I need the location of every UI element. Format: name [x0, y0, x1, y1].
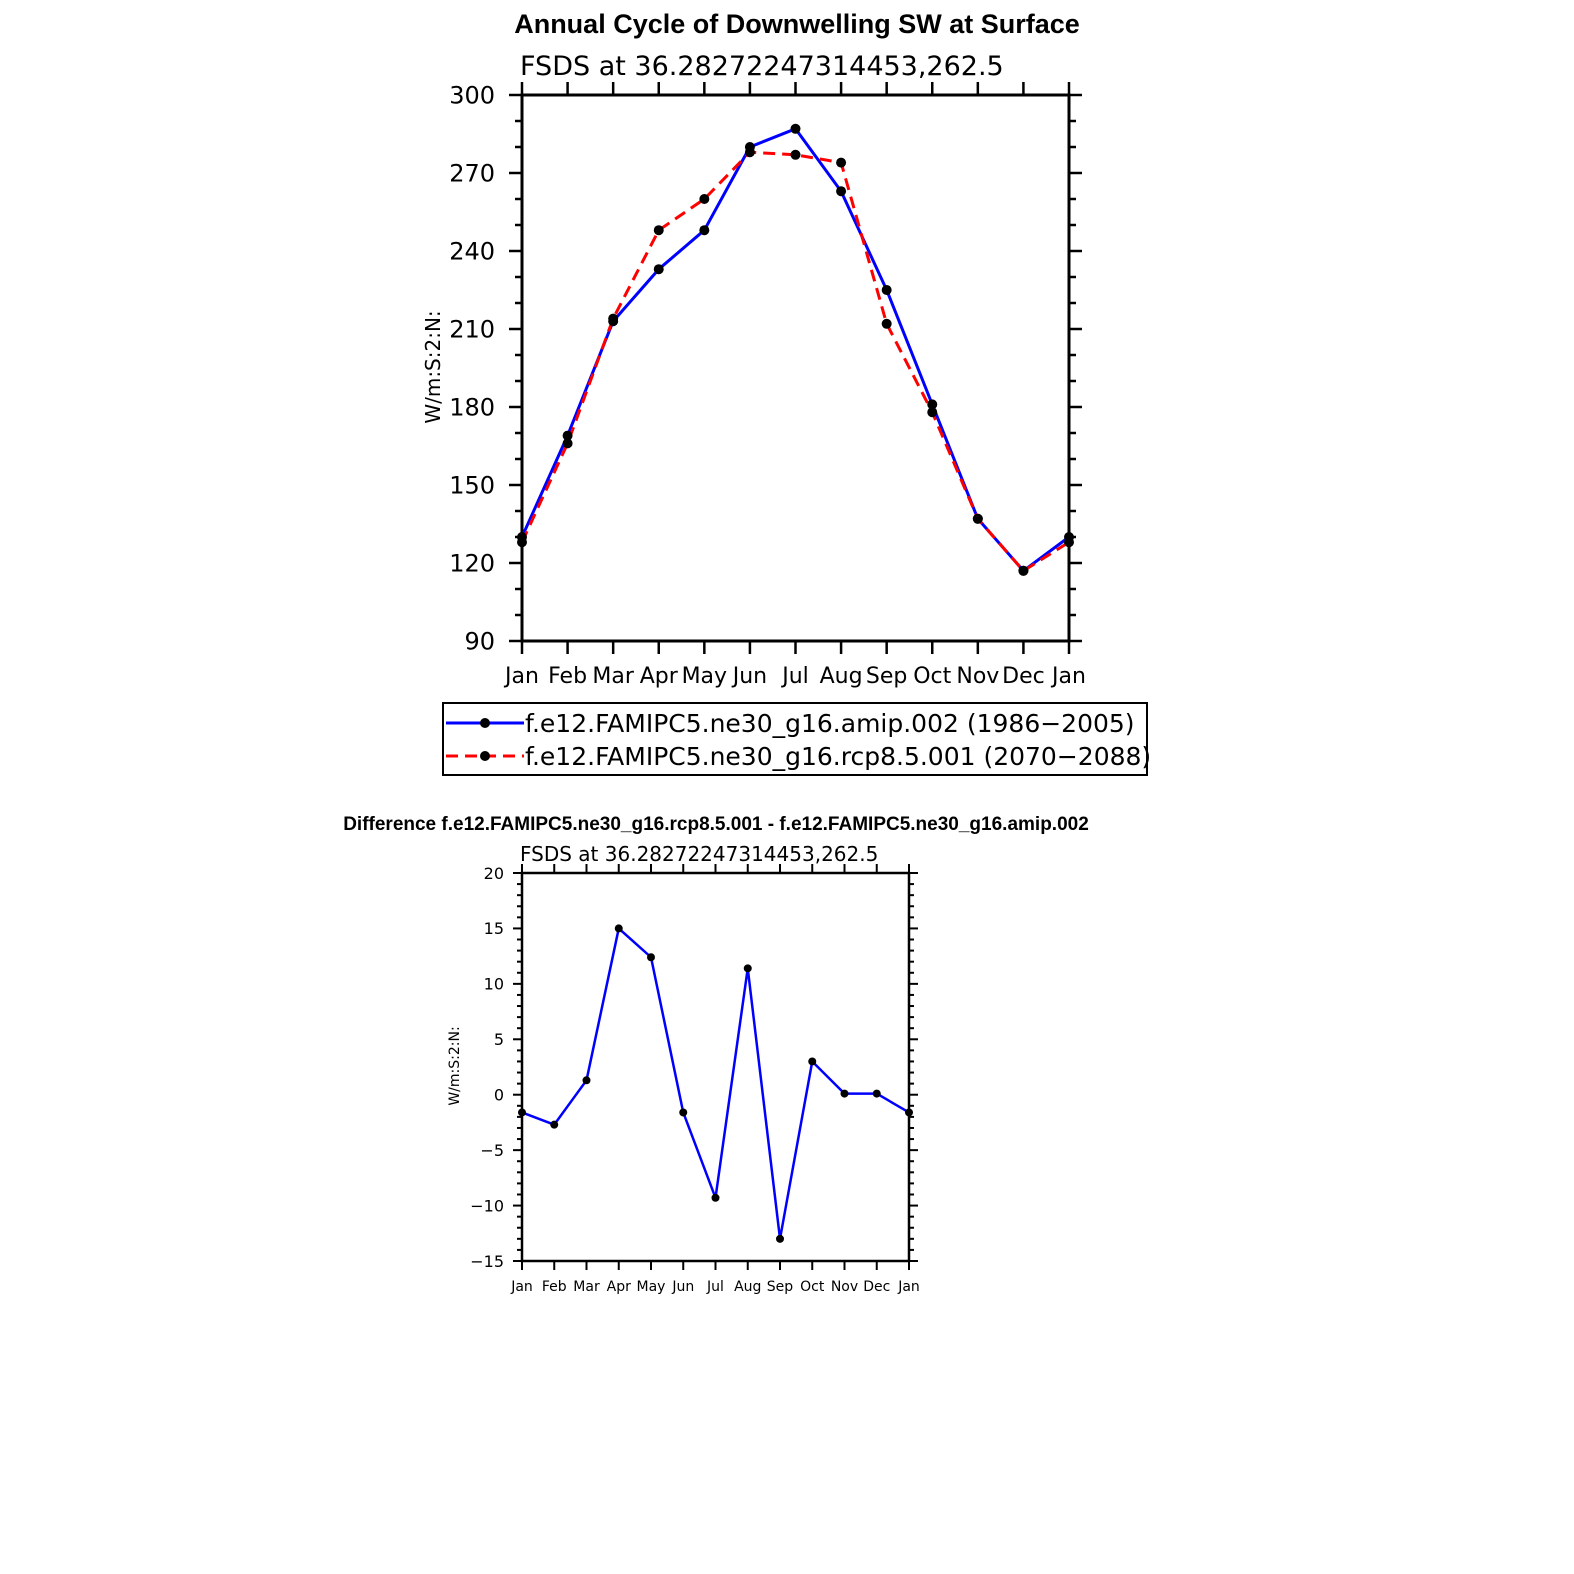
legend-label-series-2: f.e12.FAMIPC5.ne30_g16.rcp8.5.001 (2070−… — [525, 742, 1151, 771]
series-line-2 — [520, 150, 1070, 573]
data-point-series-1 — [836, 186, 847, 197]
y-tick-label: 5 — [494, 1030, 504, 1049]
data-point-series-1 — [518, 1108, 526, 1117]
y-tick-label: 300 — [449, 82, 495, 110]
y-tick-label: 150 — [449, 472, 495, 500]
data-point-series-1 — [881, 285, 892, 295]
legend-box — [442, 702, 1148, 776]
y-tick-label: 20 — [484, 864, 504, 883]
chart-title: Annual Cycle of Downwelling SW at Surfac… — [514, 9, 1080, 39]
data-point-series-2 — [881, 318, 892, 329]
data-point-series-1 — [808, 1057, 817, 1066]
x-tick-label: Jul — [706, 1279, 724, 1295]
difference-plot: Jan Feb Mar Apr May Jun Jul Aug Sep Oct Nov Dec Jan−… — [470, 864, 920, 1295]
y-tick-label: −5 — [480, 1141, 504, 1160]
series-line-1 — [520, 127, 1070, 573]
plot-frame — [520, 93, 1071, 643]
x-tick-label: Jan — [1050, 664, 1086, 689]
x-tick-label: Feb — [542, 1279, 567, 1295]
x-tick-label: Mar — [573, 1279, 600, 1295]
x-tick-label: May — [682, 664, 727, 689]
x-tick-label: Apr — [640, 664, 679, 689]
chart-subtitle: FSDS at 36.28272247314453,262.5 — [520, 51, 1004, 82]
data-point-series-2 — [562, 438, 573, 449]
y-tick-label: 90 — [464, 628, 495, 656]
difference-chart-title: Difference f.e12.FAMIPC5.ne30_g16.rcp8.5… — [343, 814, 1089, 835]
y-tick-label: 120 — [449, 550, 495, 578]
data-point-series-2 — [699, 194, 710, 204]
x-tick-label: Jun — [671, 1279, 694, 1295]
y-tick-label: 0 — [494, 1085, 504, 1104]
x-tick-label: May — [637, 1279, 666, 1295]
x-tick-label: Dec — [1002, 664, 1045, 689]
data-point-series-2 — [790, 149, 801, 160]
y-tick-label: 240 — [449, 238, 495, 266]
difference-chart-subtitle: FSDS at 36.28272247314453,262.5 — [520, 842, 878, 866]
y-tick-label: −10 — [470, 1196, 504, 1215]
y-tick-label: 10 — [484, 975, 504, 994]
data-point-series-1 — [550, 1120, 559, 1129]
data-point-series-1 — [582, 1076, 591, 1085]
x-tick-label: Jun — [731, 664, 767, 689]
data-point-series-2 — [972, 513, 983, 524]
legend-marker-series-2 — [480, 751, 490, 761]
data-point-series-2 — [744, 147, 755, 158]
data-point-series-1 — [653, 264, 664, 275]
legend-label-series-1: f.e12.FAMIPC5.ne30_g16.amip.002 (1986−20… — [525, 709, 1135, 738]
x-tick-label: Sep — [866, 664, 907, 689]
data-point-series-1 — [711, 1193, 720, 1202]
difference-y-axis-label: W/m:S:2:N: — [447, 1026, 463, 1105]
data-point-series-1 — [743, 964, 752, 973]
x-tick-label: Oct — [913, 664, 951, 689]
data-point-series-2 — [517, 537, 527, 548]
x-tick-label: Apr — [607, 1279, 631, 1295]
data-point-series-1 — [905, 1108, 913, 1117]
annual-cycle-plot: Jan Feb Mar Apr May Jun Jul Aug Sep Oct Nov Dec Jan9… — [449, 82, 1086, 689]
data-point-series-1 — [927, 399, 938, 410]
x-tick-label: Aug — [734, 1279, 761, 1295]
data-point-series-1 — [790, 123, 801, 134]
y-tick-label: 210 — [449, 316, 495, 344]
x-tick-label: Nov — [831, 1279, 858, 1295]
x-tick-label: Jan — [510, 1279, 533, 1295]
y-tick-label: −15 — [470, 1252, 504, 1271]
data-point-series-1 — [776, 1234, 784, 1243]
data-point-series-2 — [927, 407, 938, 418]
data-point-series-1 — [562, 430, 573, 441]
x-tick-label: Jul — [780, 664, 809, 689]
x-tick-label: Jan — [897, 1279, 920, 1295]
x-tick-label: Dec — [863, 1279, 890, 1295]
data-point-series-1 — [614, 924, 623, 933]
plot-frame — [520, 871, 911, 1263]
x-tick-label: Nov — [956, 664, 999, 689]
x-tick-label: Sep — [767, 1279, 794, 1295]
data-point-series-1 — [647, 953, 655, 962]
data-point-series-2 — [653, 225, 664, 236]
data-point-series-1 — [679, 1108, 688, 1117]
series-line-1 — [521, 927, 910, 1241]
x-tick-label: Oct — [800, 1279, 825, 1295]
y-tick-label: 270 — [449, 160, 495, 188]
legend-marker-series-1 — [480, 718, 490, 728]
y-tick-label: 180 — [449, 394, 495, 422]
data-point-series-2 — [836, 157, 847, 168]
data-point-series-2 — [1064, 537, 1074, 548]
x-tick-label: Mar — [592, 664, 634, 689]
x-tick-label: Aug — [820, 664, 863, 689]
y-tick-label: 15 — [484, 919, 504, 938]
y-axis-label: W/m:S:2:N: — [421, 310, 445, 423]
x-tick-label: Feb — [548, 664, 587, 689]
x-tick-label: Jan — [503, 664, 539, 689]
data-point-series-1 — [840, 1089, 849, 1098]
data-point-series-1 — [872, 1089, 881, 1098]
data-point-series-2 — [1018, 565, 1029, 576]
data-point-series-2 — [608, 313, 619, 324]
data-point-series-1 — [699, 225, 710, 236]
legend: f.e12.FAMIPC5.ne30_g16.amip.002 (1986−20… — [442, 702, 1151, 776]
